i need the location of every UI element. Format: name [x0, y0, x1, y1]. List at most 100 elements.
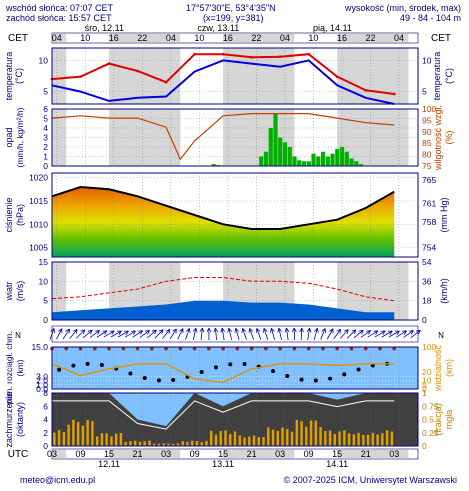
bottom-night-band	[337, 449, 409, 459]
panel-frame	[51, 346, 419, 390]
wind-arrow	[192, 327, 198, 340]
header-sunrise: wschód słońca: 07:07 CET	[6, 3, 114, 13]
wind-arrow-shaft	[192, 328, 197, 340]
fog-bar	[124, 441, 127, 446]
top-hour-label: 04	[52, 33, 62, 43]
wind-arrow-head	[124, 330, 129, 335]
wind-arrow-shaft	[367, 330, 379, 338]
cloud-top-dot	[78, 346, 83, 351]
night-band	[52, 48, 67, 104]
fog-bar	[214, 434, 218, 446]
wind-arrow	[313, 327, 319, 340]
precip-bar	[297, 160, 302, 166]
visibility-line	[51, 363, 395, 384]
wind-arrow-head	[65, 328, 70, 334]
cloud-top-dot	[235, 346, 240, 351]
fog-bar	[53, 432, 56, 446]
wind-arrow	[75, 329, 86, 339]
y2-tick-label: 10	[422, 376, 432, 386]
footer-email[interactable]: meteo@icm.edu.pl	[20, 475, 96, 485]
fog-bar	[333, 433, 337, 446]
y2-tick-label: 75	[422, 161, 432, 171]
y2-tick-label: 18	[422, 296, 432, 306]
cloud-base-dot	[128, 371, 133, 376]
wind-arrow	[291, 327, 297, 341]
wind-arrow	[340, 329, 349, 339]
wind-arrow-shaft	[353, 329, 364, 339]
bottom-day-label: 13.11	[212, 459, 234, 469]
wind-arrow-head	[373, 330, 379, 335]
wind-arrow-shaft	[300, 327, 303, 341]
humidity-label: wilgotność wzgl.	[433, 105, 443, 171]
y-tick-label: 8	[43, 388, 48, 398]
fog-bar	[238, 435, 241, 446]
fog-bar	[328, 430, 332, 446]
cloud-base-dot	[142, 375, 147, 380]
header-coords: 17°57'30"E, 53°4'35"N	[186, 3, 276, 13]
cloud-top-dot	[221, 346, 225, 351]
wind-arrow-head	[179, 328, 184, 334]
wind-arrow	[234, 327, 240, 340]
cloud-base-dot	[356, 367, 361, 372]
wind-arrow	[110, 330, 122, 338]
bottom-hour-label: 21	[361, 449, 371, 459]
fog-bar	[290, 431, 294, 446]
wind-arrow-head	[172, 328, 177, 334]
wind-arrow-head	[234, 327, 240, 333]
y-tick-label: 6	[43, 401, 48, 411]
y2-tick-label: 10	[422, 55, 432, 65]
wind-arrow-head	[284, 327, 290, 333]
wind-arrow	[248, 328, 255, 340]
fog-bar	[152, 443, 156, 446]
cloud-top-dot	[150, 346, 154, 351]
y-tick-label: 0	[43, 315, 48, 325]
top-night-band	[337, 33, 409, 43]
temperature-point	[164, 80, 168, 84]
footer-copyright: © 2007-2025 ICM, Uniwersytet Warszawski	[283, 475, 457, 485]
visibility-label: widzialność	[433, 344, 443, 392]
cloud-base-dot	[299, 377, 304, 382]
cloud-top-dot	[249, 346, 254, 351]
precip-bar	[320, 151, 326, 166]
fog-bar	[357, 432, 360, 446]
cloud-base-dot	[199, 370, 204, 375]
fog-bar	[352, 434, 356, 446]
wind-arrow	[199, 327, 205, 341]
cloud-top-dot	[278, 346, 282, 351]
cloud-base-dot	[171, 377, 176, 382]
wind-arrow-shaft	[396, 330, 407, 338]
cloud-base-dot	[213, 365, 218, 370]
fog-bar	[262, 437, 265, 446]
cloud-top-dot	[92, 346, 97, 351]
fog-bar	[295, 419, 298, 446]
fog-bar	[119, 433, 123, 446]
top-hour-label: 22	[137, 33, 147, 43]
y2-tick-label: 80	[422, 150, 432, 160]
y-tick-label: 2	[43, 428, 48, 438]
fog-unit: (frakcja)	[433, 403, 443, 436]
fog-bar	[62, 432, 66, 446]
wind-arrow	[367, 330, 379, 338]
top-hour-label: 04	[166, 33, 176, 43]
wind-arrow	[177, 328, 184, 340]
wind-arrow	[132, 330, 143, 338]
fog-bar	[67, 424, 70, 446]
precip-bar	[339, 147, 345, 166]
panel-frame	[51, 47, 419, 105]
header-elevation-label: wysokość (min, środek, max)	[344, 3, 461, 13]
wind-arrow-head	[165, 328, 171, 334]
compass-n-right: N	[438, 331, 444, 340]
fog-bar	[143, 441, 146, 446]
fog-bar	[81, 425, 85, 446]
fog-bar	[224, 430, 227, 446]
cloud-base-dot	[328, 376, 333, 381]
y-tick-label: 4	[43, 123, 48, 133]
wind-arrow	[154, 329, 164, 339]
wind-arrow-shaft	[256, 328, 262, 340]
fog-bar	[114, 433, 118, 446]
y-tick-label: 1010	[29, 219, 48, 229]
dewpoint-line	[51, 59, 395, 105]
temperature-point	[136, 69, 139, 73]
y-tick-label: 6	[43, 104, 48, 114]
cloud-cover-line	[52, 400, 395, 430]
